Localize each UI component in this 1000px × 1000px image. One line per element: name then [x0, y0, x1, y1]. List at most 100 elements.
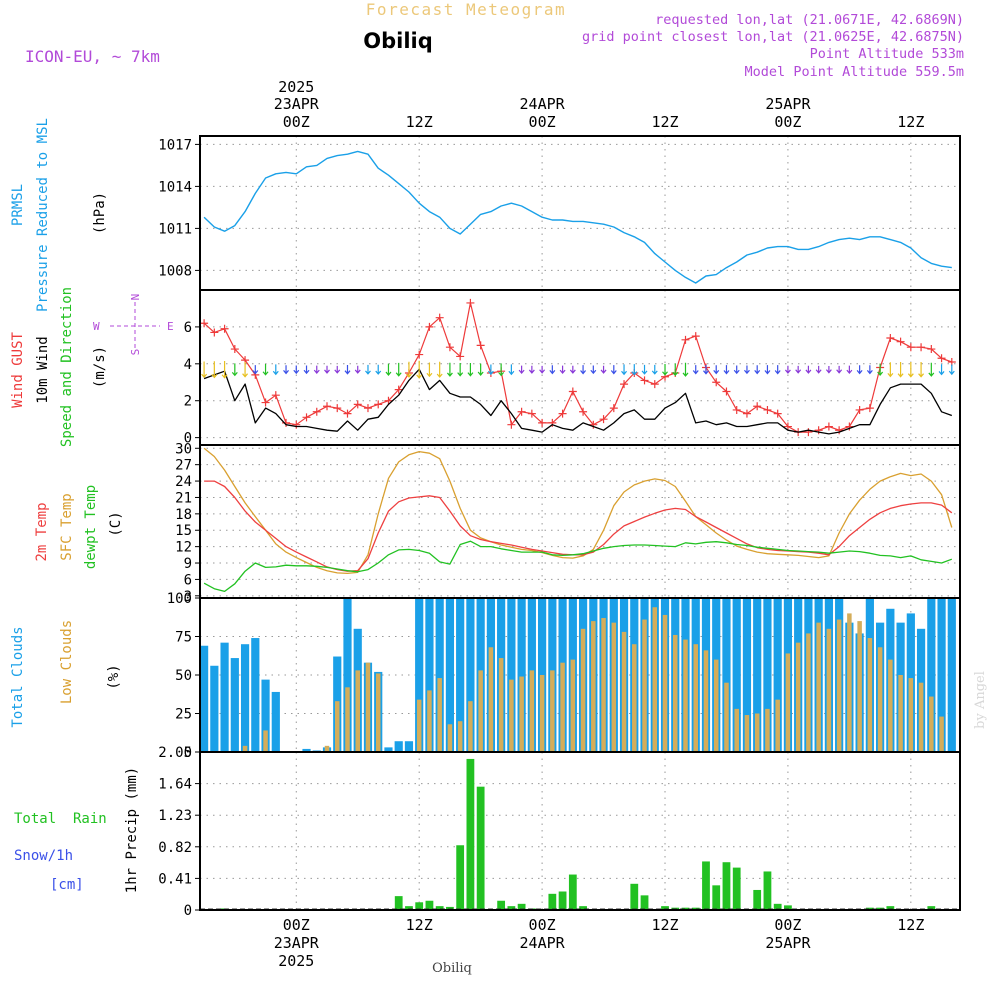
low-cloud-bar — [826, 628, 832, 752]
wind-direction-arrow — [518, 365, 525, 375]
gust-point — [681, 335, 690, 344]
wind-direction-arrow — [948, 364, 955, 376]
wind-direction-arrow — [416, 360, 423, 379]
low-cloud-bar — [365, 662, 371, 752]
gust-point — [691, 332, 700, 341]
bottom-year-label: 2025 — [278, 952, 314, 970]
wind-direction-arrow — [569, 365, 576, 374]
total-cloud-bar — [404, 741, 414, 752]
gust-point — [732, 405, 741, 414]
precip-axis-label: 1hr Precip (mm) — [124, 767, 140, 893]
total-cloud-bar — [507, 598, 516, 752]
wind-direction-arrow — [436, 361, 443, 378]
gust-point — [282, 418, 291, 427]
total-cloud-bar — [210, 665, 219, 752]
y-tick-label: 9 — [184, 556, 192, 572]
y-tick-label: 1014 — [158, 179, 192, 195]
footer-location: Obiliq — [432, 961, 472, 976]
total-cloud-bar — [466, 598, 475, 752]
wind-direction-arrow — [283, 365, 289, 375]
rain-bar — [517, 903, 526, 910]
wind-direction-arrow — [508, 364, 515, 376]
total-rain-label: Total Rain — [14, 811, 107, 827]
temp-sfc-label: SFC Temp — [59, 493, 75, 560]
wind-direction-arrow — [426, 362, 433, 378]
wind-direction-arrow — [774, 365, 781, 375]
wind-direction-arrow — [354, 365, 361, 374]
temp-unit: (C) — [108, 511, 124, 536]
wind-direction-arrow — [682, 362, 689, 377]
wind-direction-arrow — [201, 361, 208, 379]
top-date-label: 24APR — [520, 95, 566, 113]
low-cloud-bar — [918, 682, 924, 752]
gust-point — [824, 422, 833, 431]
gust-point — [609, 404, 618, 413]
rain-bar — [507, 906, 516, 910]
low-cloud-bar — [334, 701, 340, 752]
gust-point — [640, 376, 649, 385]
axis-labels: 1008101110141017024636912151821242730025… — [158, 78, 924, 970]
rain-bar — [661, 906, 669, 910]
bottom-time-label: 12Z — [897, 916, 924, 934]
wind-direction-arrow — [733, 365, 740, 375]
rain-bar — [773, 903, 782, 910]
low-cloud-bar — [744, 715, 750, 752]
gust-point — [927, 345, 936, 354]
total-cloud-bar — [384, 747, 393, 752]
y-tick-label: 27 — [175, 458, 192, 474]
bottom-time-label: 00Z — [774, 916, 801, 934]
low-cloud-bar — [939, 716, 944, 752]
grid-point-coords: grid point closest lon,lat (21.0625E, 42… — [582, 29, 964, 45]
wind-direction-arrow — [907, 361, 914, 378]
low-cloud-bar — [601, 618, 606, 752]
rain-bar — [712, 885, 721, 910]
wind-direction-arrow — [344, 364, 351, 375]
total-cloud-bar — [937, 598, 946, 752]
low-cloud-bar — [570, 659, 576, 752]
gust-point — [394, 385, 403, 394]
low-cloud-bar — [509, 679, 514, 752]
gust-point — [783, 422, 792, 431]
model-name: ICON-EU, ~ 7km — [25, 47, 160, 66]
low-cloud-bar — [765, 708, 770, 752]
rain-bar — [927, 906, 936, 910]
low-cloud-bar — [263, 730, 268, 752]
bottom-time-label: 00Z — [529, 916, 556, 934]
top-time-label: 12Z — [897, 113, 924, 131]
wind-direction-arrow — [272, 364, 279, 376]
rain-bar — [456, 845, 465, 910]
wind-direction-arrow — [662, 363, 668, 376]
dewpoint-line — [203, 540, 953, 593]
total-cloud-bar — [947, 598, 956, 752]
rain-bar — [640, 895, 649, 910]
wind-direction-arrow — [856, 365, 863, 375]
wind-direction-arrow — [262, 363, 269, 376]
gust-point — [906, 343, 915, 352]
gust-point — [589, 420, 598, 429]
total-cloud-bar — [220, 642, 229, 752]
rain-bar — [466, 758, 475, 910]
rain-bar — [722, 862, 731, 910]
low-cloud-bar — [242, 745, 248, 752]
rain-bar — [476, 786, 485, 910]
low-cloud-bar — [416, 699, 422, 752]
wind-direction-arrow — [631, 364, 638, 376]
low-cloud-bar — [847, 613, 852, 752]
y-tick-label: 6 — [184, 572, 192, 588]
model-altitude: Model Point Altitude 559.5m — [745, 64, 964, 80]
total-cloud-bar — [261, 679, 270, 752]
total-cloud-bar — [927, 598, 936, 752]
wind-direction-arrow — [385, 363, 392, 376]
y-tick-label: 0.82 — [158, 840, 192, 856]
rain-bar — [568, 874, 577, 910]
rain-bar — [630, 883, 639, 910]
low-cloud-bar — [468, 701, 473, 752]
wind-direction-arrow — [836, 365, 843, 374]
gust-point — [742, 409, 751, 418]
top-time-label: 00Z — [529, 113, 556, 131]
wind-direction-arrow — [743, 365, 750, 375]
wind-direction-arrow — [324, 365, 330, 374]
low-cloud-bar — [683, 639, 688, 752]
rain-bar — [415, 902, 424, 910]
low-cloud-bar — [457, 721, 463, 752]
